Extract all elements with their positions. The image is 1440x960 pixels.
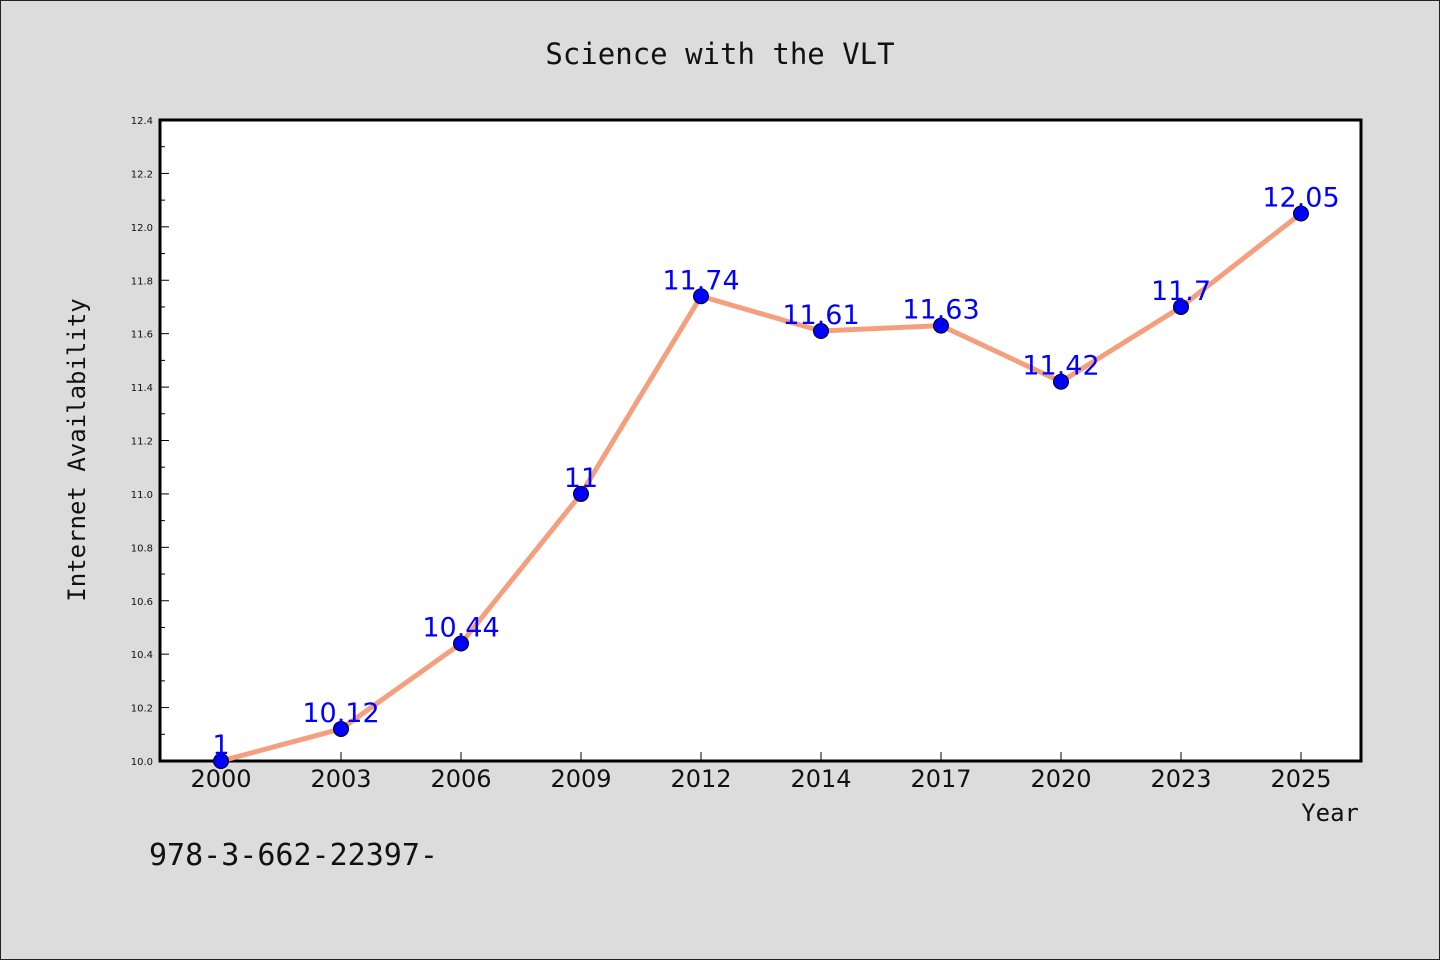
y-tick-label: 10.4: [131, 650, 153, 661]
series-layer: [213, 205, 1309, 769]
data-point: [573, 485, 589, 502]
x-tick-label: 2012: [670, 765, 731, 793]
data-label: 11.42: [1022, 351, 1099, 382]
data-label: 11.61: [782, 300, 859, 331]
data-label: 11.74: [662, 265, 739, 296]
x-tick-label: 2023: [1150, 765, 1211, 793]
plot-area: [158, 118, 1363, 763]
x-axis-title: Year: [1301, 799, 1359, 827]
data-point: [693, 288, 709, 305]
series-line: [218, 210, 1304, 764]
data-label: 12.05: [1262, 182, 1339, 213]
data-label: 11.63: [902, 295, 979, 326]
x-tick-label: 2014: [790, 765, 851, 793]
x-tick-label: 2025: [1270, 765, 1331, 793]
y-tick-label: 12.2: [131, 169, 153, 180]
x-tick-label: 2006: [430, 765, 491, 793]
x-axis: 2000 2003 2006 2009 2012 2014 2017 2020 2023 2025: [190, 752, 1332, 793]
data-point: [813, 322, 829, 339]
data-point: [1293, 205, 1309, 222]
x-tick-label: 2009: [550, 765, 611, 793]
y-tick-label: 12.0: [131, 223, 153, 234]
data-point: [453, 635, 469, 652]
x-tick-label: 2020: [1030, 765, 1091, 793]
y-tick-label: 10.0: [131, 757, 153, 768]
data-label: 11.7: [1151, 276, 1211, 307]
y-tick-label: 11.2: [131, 437, 153, 448]
y-tick-label: 11.6: [131, 330, 153, 341]
data-label: 10.44: [422, 612, 499, 643]
x-tick-label: 2017: [910, 765, 971, 793]
y-axis: 10.0 10.2 10.4 10.6 10.8 11.0 11.2 11.4 11.6 11.8…: [131, 116, 169, 768]
x-tick-label: 2000: [190, 765, 251, 793]
y-tick-label: 10.6: [131, 597, 153, 608]
y-axis-title: Internet Availability: [63, 298, 91, 601]
y-tick-label: 10.8: [131, 543, 153, 554]
data-label: 10.12: [302, 698, 379, 729]
y-tick-label: 11.0: [131, 490, 153, 501]
y-tick-label: 12.4: [131, 116, 153, 127]
y-tick-label: 11.8: [131, 276, 153, 287]
data-point: [213, 753, 229, 769]
data-point: [1173, 298, 1189, 315]
footnote-text: 978-3-662-22397-: [149, 838, 438, 873]
data-point: [933, 317, 949, 334]
x-tick-label: 2003: [310, 765, 371, 793]
chart-title: Science with the VLT: [545, 37, 894, 71]
data-label: 1: [212, 730, 229, 761]
data-point: [333, 720, 349, 737]
data-point: [1053, 373, 1069, 390]
data-label: 11: [564, 463, 598, 494]
y-tick-label: 10.2: [131, 704, 153, 715]
y-tick-label: 11.4: [131, 383, 153, 394]
data-labels: 1 10.12 10.44 11 11.74 11.61 11.63 11.42 11.7 12.…: [212, 182, 1339, 761]
